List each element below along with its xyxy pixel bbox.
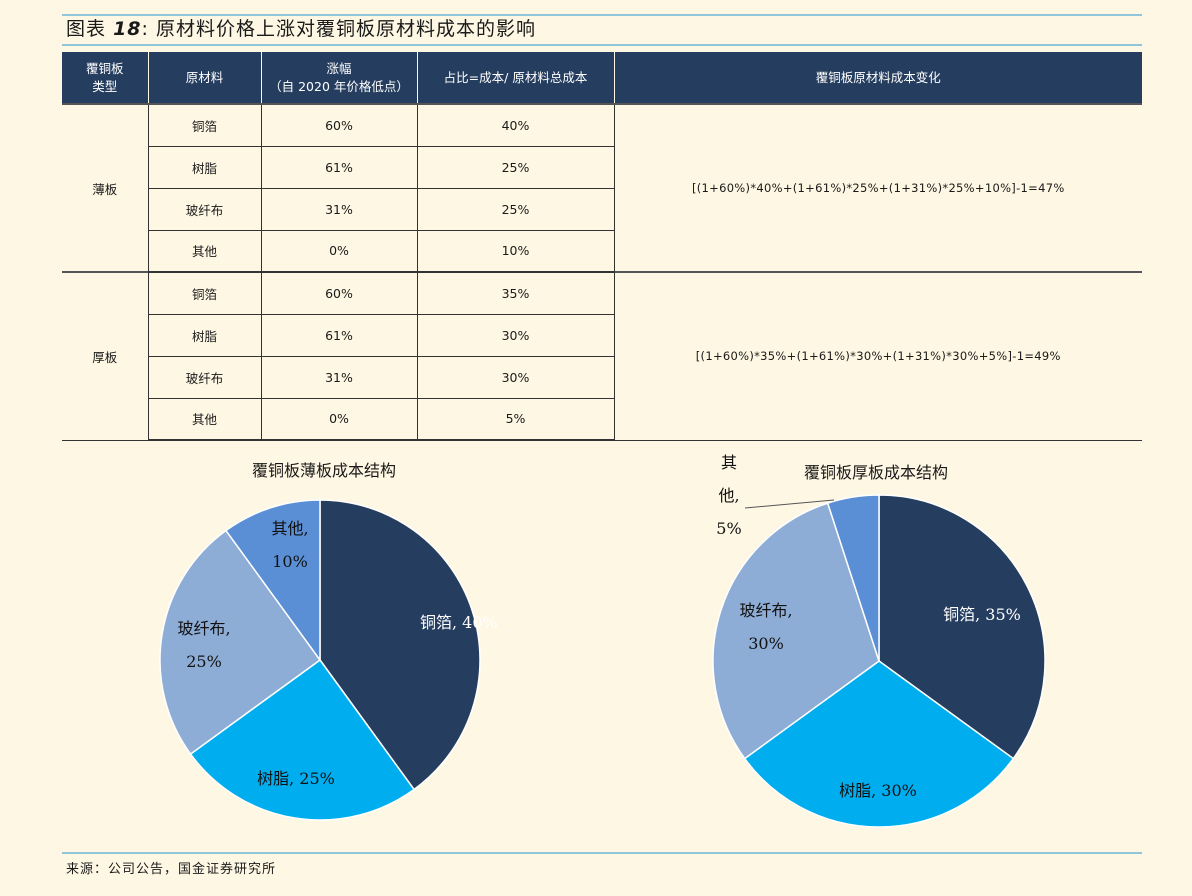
rise-cell: 0% (260, 229, 418, 273)
material-cell: 树脂 (147, 313, 262, 357)
pie-label-other: 5% (716, 519, 741, 538)
thin-board-pie: 铜箔, 40% 树脂, 25% 玻纤布, 25% 其他, 10% (159, 499, 498, 821)
title-rule (62, 44, 1142, 46)
type-cell: 薄板 (62, 103, 149, 273)
material-cell: 其他 (147, 229, 262, 273)
header-material: 原材料 (147, 52, 262, 104)
share-cell: 30% (416, 355, 615, 399)
pie-slice-resin (189, 658, 416, 821)
header-change: 覆铜板原材料成本变化 (613, 52, 1142, 104)
rise-cell: 61% (260, 313, 418, 357)
pie-label-resin: 树脂, 30% (839, 781, 917, 800)
pie-label-other: 其 (721, 453, 737, 472)
material-cell: 铜箔 (147, 103, 262, 147)
table-row: 树脂 61% 30% (62, 313, 1142, 357)
pie-label-copper-foil: 铜箔, 35% (943, 605, 1021, 624)
material-cell: 树脂 (147, 145, 262, 189)
table-header-row: 覆铜板 类型 原材料 涨幅 （自 2020 年价格低点） 占比=成本/ 原材料总成本… (62, 52, 1142, 104)
pie-slice-glass-fabric (712, 502, 880, 760)
table-row: 玻纤布 31% 30% (62, 355, 1142, 399)
pie-slice-resin (743, 660, 1015, 828)
header-rise: 涨幅 （自 2020 年价格低点） (260, 52, 418, 104)
pie-slice-glass-fabric (159, 529, 322, 756)
thick-chart-title: 覆铜板厚板成本结构 (804, 463, 949, 482)
thick-board-pie: 铜箔, 35% 树脂, 30% 玻纤布, 30% 其他, 5% (712, 453, 1046, 828)
pie-slice-other (224, 499, 321, 663)
formula-cell: [(1+60%)*35%+(1+61%)*30%+(1+31%)*30%+5%]… (613, 271, 1142, 441)
source-rule (62, 852, 1142, 854)
pie-slice-copper-foil (878, 494, 1046, 760)
header-type: 覆铜板 类型 (62, 52, 149, 104)
table-row: 其他 0% 10% (62, 229, 1142, 273)
pie-label-glass-fabric: 玻纤布, (739, 601, 792, 620)
material-cell: 玻纤布 (147, 187, 262, 231)
type-cell: 厚板 (62, 271, 149, 441)
pie-label-glass-fabric: 25% (186, 652, 222, 671)
table-row: 其他 0% 5% (62, 397, 1142, 441)
table-row: 树脂 61% 25% (62, 145, 1142, 189)
figure-title: 图表 18: 原材料价格上涨对覆铜板原材料成本的影响 (66, 18, 536, 40)
material-cell: 玻纤布 (147, 355, 262, 399)
pie-label-other: 他, (718, 486, 739, 505)
share-cell: 25% (416, 145, 615, 189)
thin-chart-title: 覆铜板薄板成本结构 (252, 461, 397, 480)
pie-label-other: 10% (272, 552, 308, 571)
top-rule (62, 14, 1142, 16)
share-cell: 30% (416, 313, 615, 357)
rise-cell: 60% (260, 103, 418, 147)
rise-cell: 61% (260, 145, 418, 189)
share-cell: 10% (416, 229, 615, 273)
pie-label-glass-fabric: 玻纤布, (177, 619, 230, 638)
share-cell: 5% (416, 397, 615, 441)
header-share: 占比=成本/ 原材料总成本 (416, 52, 615, 104)
pie-label-other: 其他, (271, 519, 308, 538)
raw-material-table: 覆铜板 类型 原材料 涨幅 （自 2020 年价格低点） 占比=成本/ 原材料总成本… (62, 52, 1142, 441)
table-row: 厚板 铜箔 60% 35% [(1+60%)*35%+(1+61%)*30%+(… (62, 271, 1142, 441)
share-cell: 25% (416, 187, 615, 231)
pie-label-resin: 树脂, 25% (257, 769, 335, 788)
pie-slice-other (826, 494, 880, 662)
rise-cell: 0% (260, 397, 418, 441)
source-note: 来源：公司公告，国金证券研究所 (66, 862, 277, 877)
pie-label-copper-foil: 铜箔, 40% (420, 613, 498, 632)
pie-slice-copper-foil (319, 499, 481, 791)
share-cell: 40% (416, 103, 615, 147)
pie-label-glass-fabric: 30% (748, 634, 784, 653)
share-cell: 35% (416, 271, 615, 315)
table-row: 玻纤布 31% 25% (62, 187, 1142, 231)
other-leader-line (744, 499, 835, 509)
material-cell: 铜箔 (147, 271, 262, 315)
